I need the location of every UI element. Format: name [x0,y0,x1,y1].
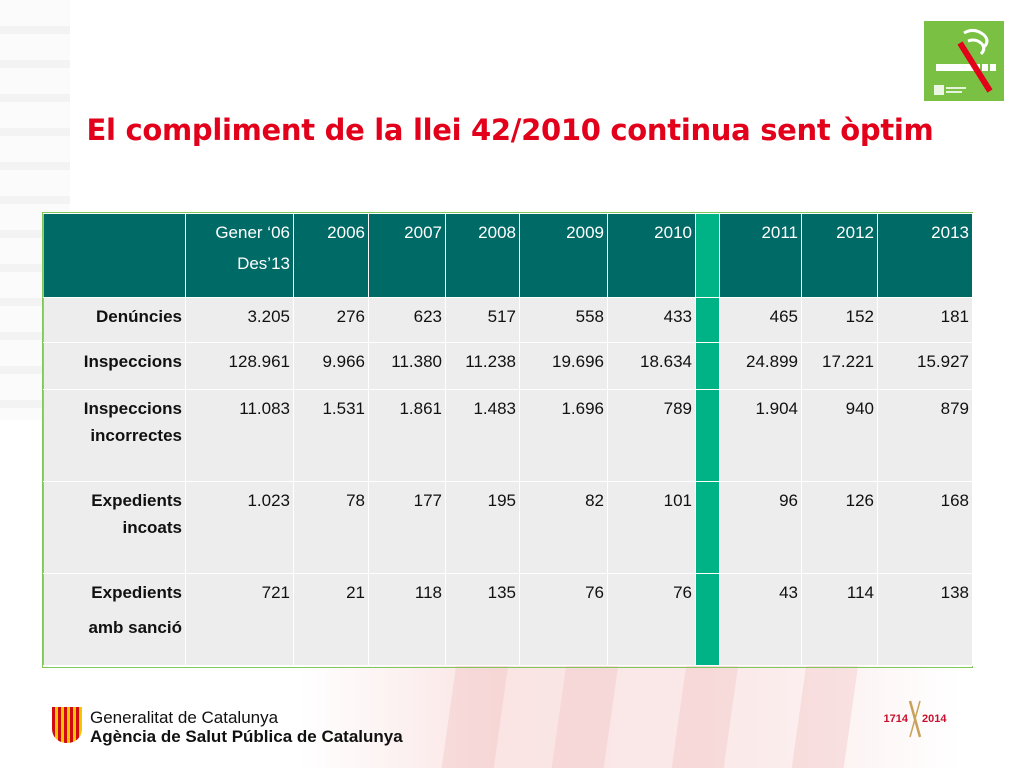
row-label: Inspeccions incorrectes [43,389,186,482]
table-cell: 18.634 [607,342,696,390]
table-cell: 152 [801,297,878,343]
table-cell: 21 [293,573,369,666]
header-period-start: Gener ‘06 [215,223,290,242]
table-cell: 114 [801,573,878,666]
separator-column [695,389,720,482]
table-cell: 17.221 [801,342,878,390]
table-row: Inspeccions incorrectes 11.083 1.531 1.8… [43,389,973,482]
table-header-row: Gener ‘06 Des’13 2006 2007 2008 2009 201… [43,213,973,298]
row-label-line: amb sanció [88,618,182,637]
table-cell: 11.083 [185,389,294,482]
table-cell: 465 [719,297,802,343]
separator-column [695,342,720,390]
header-cell: 2012 [801,213,878,298]
table-row: Expedients amb sanció 721 21 118 135 76 … [43,573,973,666]
table-cell: 11.238 [445,342,520,390]
header-cell: 2007 [368,213,446,298]
table-cell: 118 [368,573,446,666]
org-name: Generalitat de Catalunya [90,708,279,727]
table-cell: 181 [877,297,973,343]
table-cell: 15.927 [877,342,973,390]
table-row: Denúncies 3.205 276 623 517 558 433 465 … [43,297,973,343]
header-cell: 2009 [519,213,608,298]
table-cell: 3.205 [185,297,294,343]
table-cell: 76 [519,573,608,666]
table-cell: 9.966 [293,342,369,390]
table-cell: 623 [368,297,446,343]
table-cell: 24.899 [719,342,802,390]
generalitat-logo-icon [52,707,82,743]
header-cell: 2006 [293,213,369,298]
table-cell: 721 [185,573,294,666]
header-cell: 2013 [877,213,973,298]
row-label-line: Denúncies [96,307,182,326]
row-label-line: Inspeccions [83,399,182,418]
agency-name: Agència de Salut Pública de Catalunya [90,727,403,746]
table-cell: 1.023 [185,481,294,574]
row-label: Denúncies [43,297,186,343]
table-cell: 101 [607,481,696,574]
table-cell: 126 [801,481,878,574]
table-row: Expedients incoats 1.023 78 177 195 82 1… [43,481,973,574]
data-table: Gener ‘06 Des’13 2006 2007 2008 2009 201… [43,213,973,666]
header-cell: 2010 [607,213,696,298]
anniversary-mark-icon [908,700,922,738]
table-cell: 43 [719,573,802,666]
row-label-line: incorrectes [90,426,182,445]
separator-column [695,481,720,574]
separator-column [695,297,720,343]
header-cell: 2008 [445,213,520,298]
table-cell: 1.696 [519,389,608,482]
table-cell: 135 [445,573,520,666]
table-cell: 558 [519,297,608,343]
table-cell: 879 [877,389,973,482]
anniversary-logo: 1714 2014 [880,697,950,741]
separator-column [695,573,720,666]
table-cell: 517 [445,297,520,343]
row-label-line: incoats [122,518,182,537]
header-period-end: Des’13 [237,254,290,273]
row-label: Expedients amb sanció [43,573,186,666]
table-cell: 276 [293,297,369,343]
table-cell: 76 [607,573,696,666]
table-cell: 940 [801,389,878,482]
table-cell: 1.861 [368,389,446,482]
table-cell: 195 [445,481,520,574]
anniversary-year-end: 2014 [922,713,947,725]
table-cell: 138 [877,573,973,666]
table-cell: 1.531 [293,389,369,482]
table-cell: 1.904 [719,389,802,482]
slide-title: El compliment de la llei 42/2010 continu… [86,113,934,148]
table-cell: 78 [293,481,369,574]
table-cell: 168 [877,481,973,574]
table-cell: 177 [368,481,446,574]
table-cell: 82 [519,481,608,574]
table-cell: 789 [607,389,696,482]
table-cell: 19.696 [519,342,608,390]
row-label-line: Expedients [91,583,182,602]
anniversary-year-start: 1714 [883,713,908,725]
table-row: Inspeccions 128.961 9.966 11.380 11.238 … [43,342,973,390]
header-cell-period: Gener ‘06 Des’13 [185,213,294,298]
header-cell: 2011 [719,213,802,298]
row-label: Expedients incoats [43,481,186,574]
no-smoking-icon [924,21,1004,101]
table-cell: 11.380 [368,342,446,390]
separator-column [695,213,720,298]
table-cell: 96 [719,481,802,574]
table-cell: 128.961 [185,342,294,390]
table-cell: 1.483 [445,389,520,482]
table-cell: 433 [607,297,696,343]
header-corner [43,213,186,298]
row-label-line: Expedients [91,491,182,510]
row-label: Inspeccions [43,342,186,390]
row-label-line: Inspeccions [83,352,182,371]
